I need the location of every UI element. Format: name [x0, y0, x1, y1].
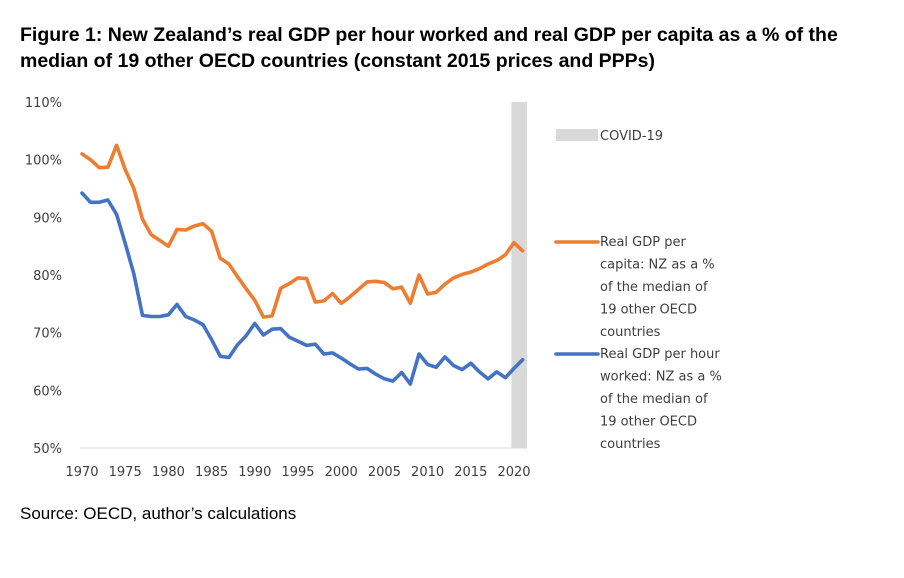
legend-label-series: Real GDP per — [600, 235, 686, 250]
y-tick-label: 90% — [33, 211, 62, 226]
series-line-gdp-per-hour — [80, 191, 525, 386]
y-tick-label: 50% — [33, 442, 62, 457]
x-tick-label: 1975 — [109, 465, 142, 480]
y-tick-label: 100% — [25, 154, 62, 169]
legend-label-series: 19 other OECD — [600, 415, 697, 430]
x-tick-label: 1995 — [281, 465, 314, 480]
x-tick-label: 2020 — [497, 465, 530, 480]
x-tick-label: 1980 — [152, 465, 185, 480]
legend: COVID-19 Real GDP per capita: NZ as a % of … — [554, 129, 722, 452]
legend-label-series: countries — [600, 437, 661, 452]
x-tick-label: 2010 — [411, 465, 444, 480]
legend-label-series: of the median of — [600, 392, 708, 407]
legend-label-series: capita: NZ as a % — [600, 258, 715, 273]
y-axis-ticks: 50% 60% 70% 80% 90% 100% 110% — [25, 96, 62, 457]
y-tick-label: 60% — [33, 384, 62, 399]
covid-band-layer — [511, 102, 527, 448]
x-tick-label: 1985 — [195, 465, 228, 480]
source-note: Source: OECD, author’s calculations — [20, 504, 297, 523]
chart-title: Figure 1: New Zealand’s real GDP per hou… — [20, 24, 838, 72]
legend-label-series: worked: NZ as a % — [600, 370, 722, 385]
x-axis-ticks: 1970 1975 1980 1985 1990 1995 2000 2005 2010 2015… — [65, 465, 530, 480]
y-tick-label: 80% — [33, 269, 62, 284]
x-tick-label: 2015 — [454, 465, 487, 480]
y-tick-label: 110% — [25, 96, 62, 111]
x-tick-label: 1990 — [238, 465, 271, 480]
legend-label-series: of the median of — [600, 280, 708, 295]
series-line-gdp-per-capita — [80, 143, 525, 319]
y-tick-label: 70% — [33, 327, 62, 342]
legend-label-covid: COVID-19 — [600, 129, 663, 144]
x-tick-label: 1970 — [65, 465, 98, 480]
legend-label-series: countries — [600, 325, 661, 340]
legend-label-series: 19 other OECD — [600, 303, 697, 318]
series-layer — [80, 143, 525, 386]
x-tick-label: 2000 — [325, 465, 358, 480]
covid-band — [511, 102, 527, 448]
x-tick-label: 2005 — [368, 465, 401, 480]
legend-swatch-covid — [556, 129, 598, 141]
legend-label-series: Real GDP per hour — [600, 347, 720, 362]
